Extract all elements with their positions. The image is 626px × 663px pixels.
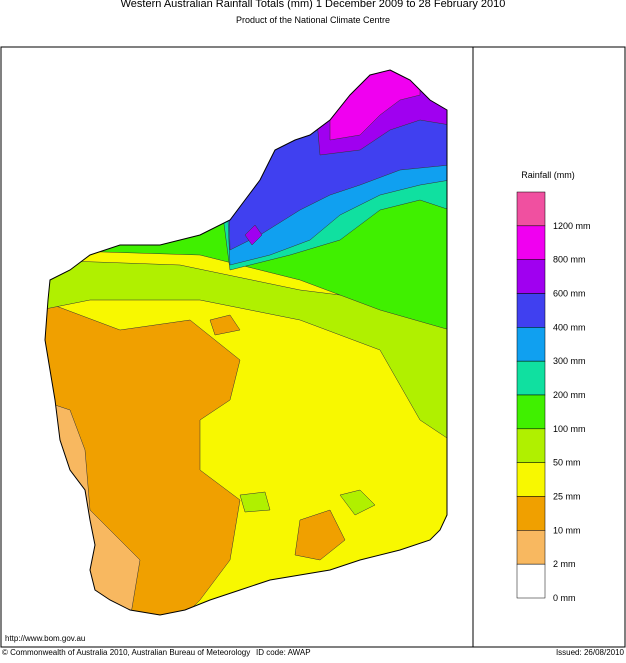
legend-swatch [516, 225, 546, 260]
title: Western Australian Rainfall Totals (mm) … [121, 0, 506, 10]
legend-swatch [516, 259, 546, 294]
legend-label: 600 mm [553, 289, 586, 299]
legend-label: 800 mm [553, 255, 586, 265]
legend-label: 25 mm [553, 492, 581, 502]
legend-swatch [516, 462, 546, 497]
legend-label: 400 mm [553, 322, 586, 332]
legend-label: 1200 mm [553, 221, 591, 231]
id-code: ID code: AWAP [256, 648, 311, 657]
legend-label: 300 mm [553, 356, 586, 366]
issued-date: Issued: 26/08/2010 [556, 648, 625, 657]
legend-label: 200 mm [553, 390, 586, 400]
legend-swatch [516, 360, 546, 396]
legend-swatch [516, 293, 546, 328]
rainfall-map [45, 70, 447, 615]
legend-label: 2 mm [553, 559, 576, 569]
frame [0, 46, 626, 648]
legend: Rainfall (mm) 1200 mm 800 mm 600 mm 400 mm 3… [516, 170, 591, 603]
legend-label: 10 mm [553, 525, 581, 535]
legend-swatch [516, 563, 546, 599]
legend-swatch [516, 394, 546, 430]
legend-label: 100 mm [553, 424, 586, 434]
legend-label: 0 mm [553, 593, 576, 603]
legend-label: 50 mm [553, 458, 581, 468]
legend-swatch [516, 428, 546, 463]
legend-swatch [516, 530, 546, 565]
legend-swatch [516, 191, 546, 227]
source-url: http://www.bom.gov.au [5, 634, 85, 643]
subtitle: Product of the National Climate Centre [236, 15, 390, 25]
legend-title: Rainfall (mm) [521, 170, 575, 180]
legend-swatch [516, 496, 546, 531]
legend-swatch [516, 327, 546, 362]
copyright: © Commonwealth of Australia 2010, Austra… [2, 648, 250, 657]
